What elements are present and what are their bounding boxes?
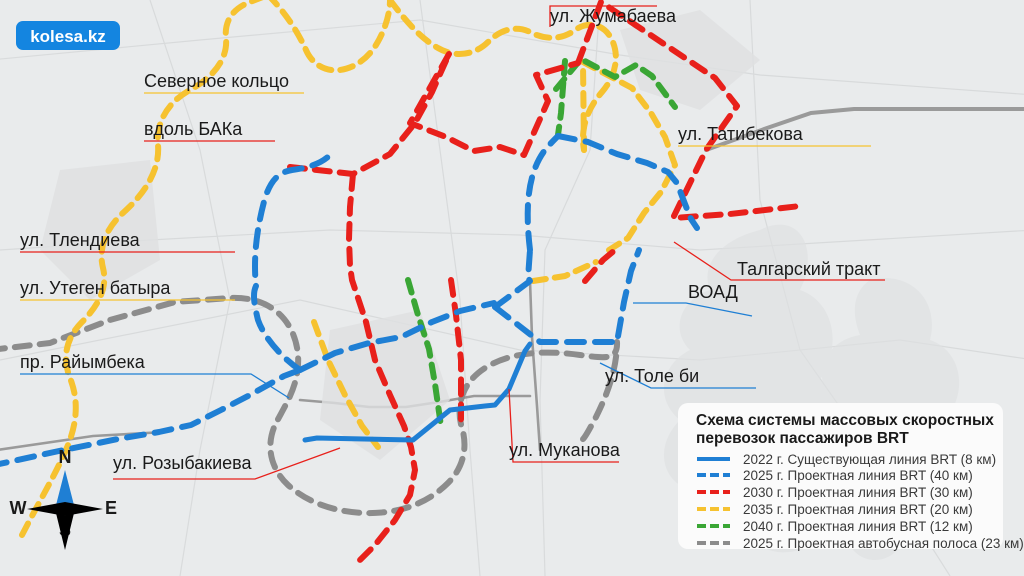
svg-text:W: W [10, 498, 27, 518]
svg-text:2022 г. Существующая линия BRT: 2022 г. Существующая линия BRT (8 км) [743, 452, 996, 467]
svg-text:ул. Татибекова: ул. Татибекова [678, 124, 804, 144]
svg-text:Схема системы массовых скорост: Схема системы массовых скоростных [696, 412, 994, 429]
svg-text:2040 г. Проектная линия BRT (1: 2040 г. Проектная линия BRT (12 км) [743, 519, 973, 534]
svg-text:2030 г. Проектная линия BRT (3: 2030 г. Проектная линия BRT (30 км) [743, 485, 973, 500]
svg-text:kolesa.kz: kolesa.kz [30, 27, 106, 46]
svg-text:ул. Розыбакиева: ул. Розыбакиева [113, 453, 253, 473]
svg-text:Северное кольцо: Северное кольцо [144, 71, 289, 91]
svg-text:ул. Жумабаева: ул. Жумабаева [550, 6, 677, 26]
svg-text:ул. Тлендиева: ул. Тлендиева [20, 230, 141, 250]
svg-text:ул. Толе би: ул. Толе би [605, 366, 699, 386]
svg-text:2035 г. Проектная линия BRT (2: 2035 г. Проектная линия BRT (20 км) [743, 502, 973, 517]
svg-text:2025 г. Проектная линия BRT (4: 2025 г. Проектная линия BRT (40 км) [743, 468, 973, 483]
svg-text:ул. Утеген батыра: ул. Утеген батыра [20, 278, 171, 298]
svg-text:перевозок пассажиров BRT: перевозок пассажиров BRT [696, 430, 909, 447]
svg-text:2025 г. Проектная автобусная п: 2025 г. Проектная автобусная полоса (23 … [743, 536, 1024, 551]
svg-text:Талгарский тракт: Талгарский тракт [737, 259, 880, 279]
svg-text:N: N [59, 447, 72, 467]
svg-text:пр. Райымбека: пр. Райымбека [20, 352, 146, 372]
svg-text:вдоль БАКа: вдоль БАКа [144, 119, 243, 139]
svg-text:E: E [105, 498, 117, 518]
svg-text:ВОАД: ВОАД [688, 282, 738, 302]
svg-text:ул. Муканова: ул. Муканова [509, 440, 621, 460]
